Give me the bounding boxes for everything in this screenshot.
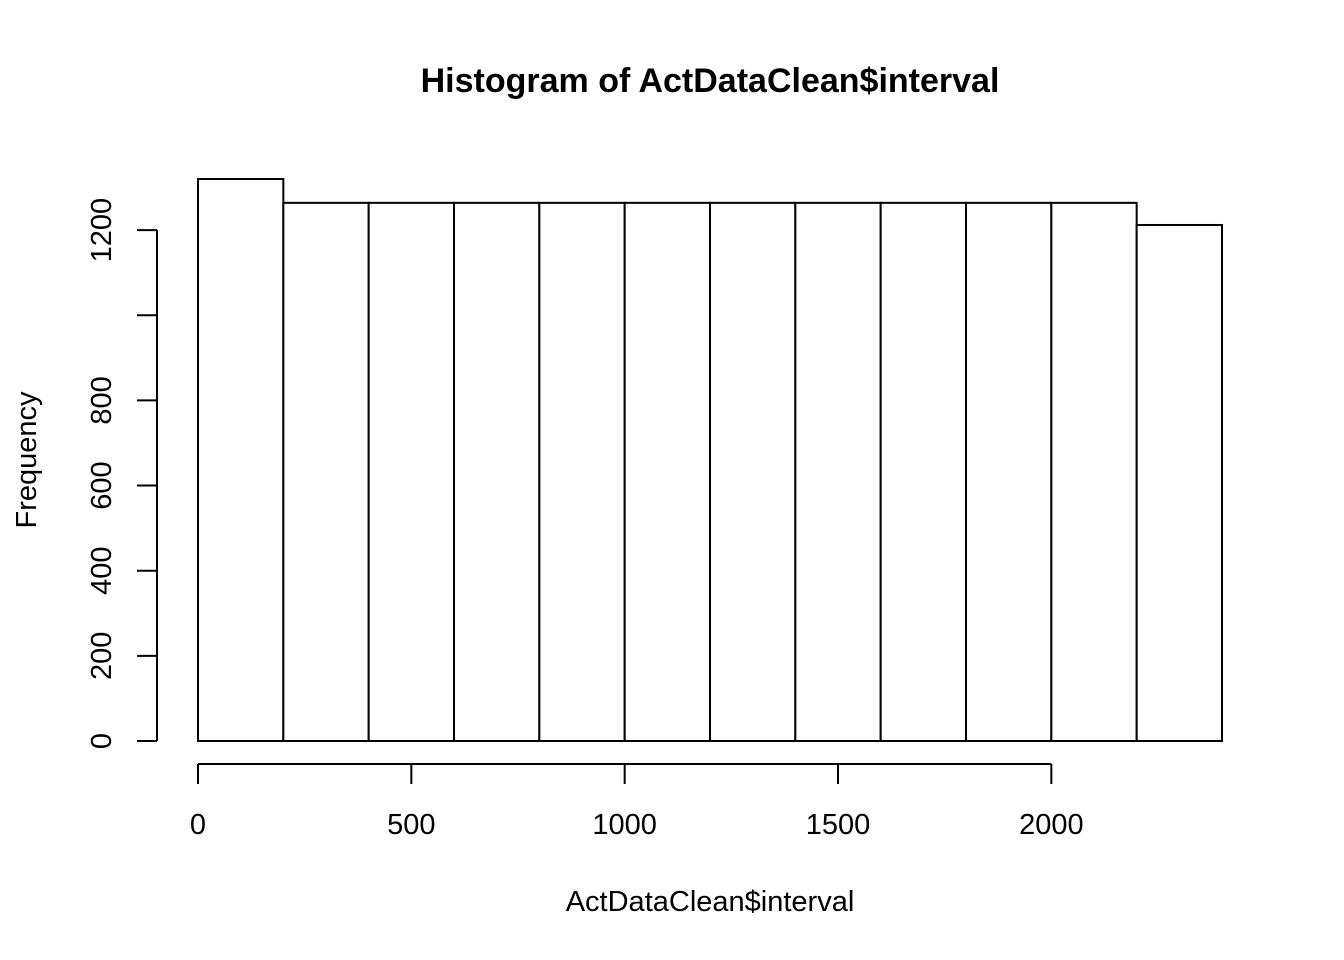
histogram-bar-7: [794, 201, 882, 743]
y-tick-label-0: 0: [86, 733, 118, 749]
y-tick-label-6: 1200: [86, 198, 118, 263]
y-tick-label-2: 400: [86, 547, 118, 595]
y-tick-label-1: 200: [86, 632, 118, 680]
histogram-bar-4: [538, 201, 626, 743]
histogram-bars: [197, 178, 1223, 743]
histogram-bar-8: [879, 201, 968, 743]
histogram-bar-0: [197, 178, 285, 742]
chart-title: Histogram of ActDataClean$interval: [421, 62, 1000, 100]
x-tick-label-4: 2000: [1019, 809, 1084, 841]
y-tick-label-4: 800: [86, 376, 118, 424]
x-tick-label-2: 1000: [592, 809, 657, 841]
x-tick-label-1: 500: [387, 809, 435, 841]
histogram-bar-2: [367, 201, 455, 743]
histogram-bar-3: [453, 201, 541, 743]
x-tick-label-3: 1500: [806, 809, 871, 841]
histogram-bar-1: [282, 201, 370, 743]
histogram-bar-10: [1050, 201, 1138, 743]
histogram-bar-6: [709, 201, 797, 743]
y-axis: 0 200 400 600 800 1200: [86, 198, 158, 749]
histogram-bar-9: [965, 201, 1053, 743]
histogram-bar-11: [1135, 223, 1223, 742]
x-axis-label: ActDataClean$interval: [566, 886, 855, 918]
y-axis-label: Frequency: [11, 391, 43, 529]
y-tick-label-3: 600: [86, 461, 118, 509]
histogram-bar-5: [623, 201, 712, 743]
x-axis: 0 500 1000 1500 2000: [190, 763, 1084, 841]
x-tick-label-0: 0: [190, 809, 206, 841]
